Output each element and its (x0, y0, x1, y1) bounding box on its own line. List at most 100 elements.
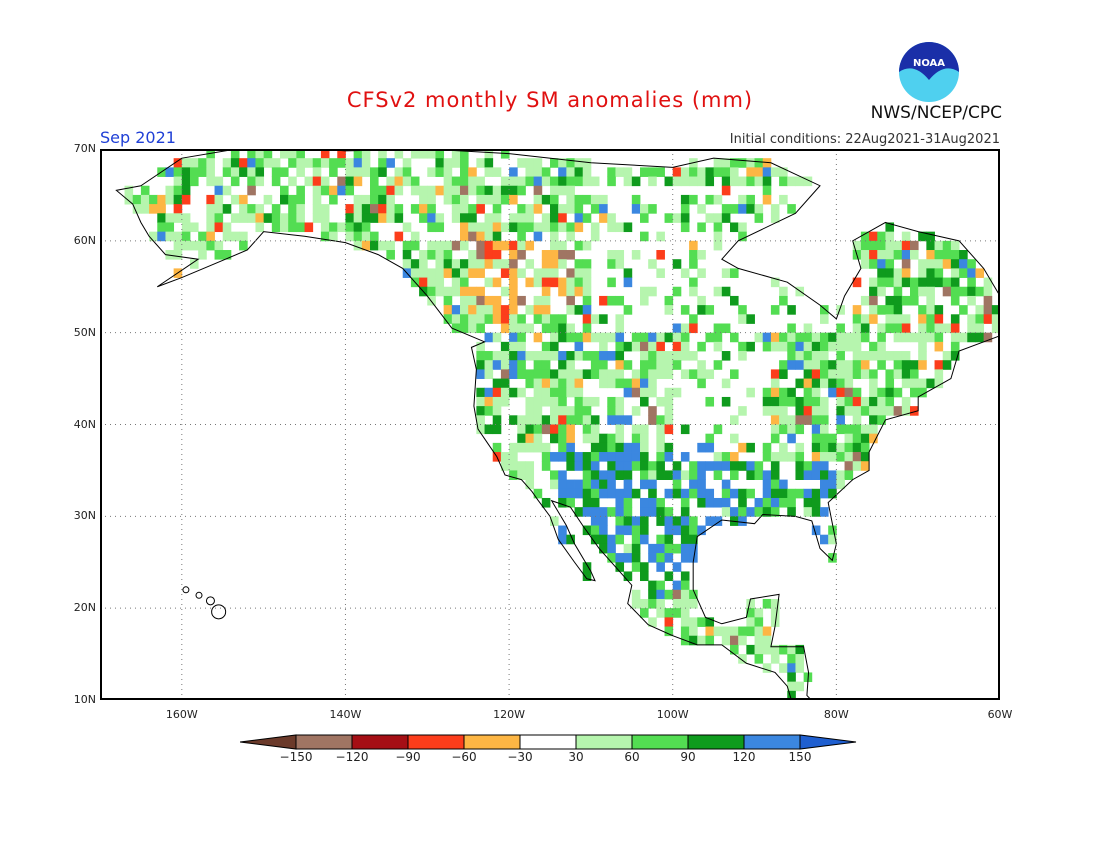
anomaly-cell (779, 488, 788, 499)
anomaly-cell (607, 442, 616, 453)
anomaly-cell (615, 351, 625, 361)
anomaly-cell (214, 176, 224, 187)
anomaly-cell (901, 259, 911, 269)
anomaly-cell (468, 167, 477, 177)
anomaly-cell (918, 268, 927, 278)
anomaly-cell (550, 314, 559, 324)
anomaly-cell (566, 534, 575, 545)
anomaly-cell (656, 589, 665, 600)
anomaly-cell (656, 543, 665, 554)
anomaly-cell (304, 158, 314, 168)
anomaly-cell (468, 213, 477, 223)
anomaly-cell (500, 351, 510, 361)
anomaly-cell (435, 277, 445, 288)
anomaly-cell (517, 442, 526, 453)
anomaly-cell (550, 332, 559, 343)
anomaly-cell (558, 525, 567, 536)
anomaly-cell (492, 305, 502, 315)
anomaly-cell (484, 158, 494, 168)
anomaly-cell (640, 562, 649, 572)
anomaly-cell (869, 415, 878, 425)
anomaly-cell (811, 369, 821, 379)
anomaly-cell (484, 332, 494, 343)
anomaly-cell (500, 176, 510, 187)
anomaly-cell (353, 194, 363, 205)
anomaly-cell (787, 488, 796, 499)
anomaly-cell (476, 360, 485, 370)
anomaly-cell (828, 488, 837, 499)
anomaly-cell (255, 167, 265, 177)
anomaly-cell (509, 213, 518, 223)
anomaly-cell (713, 516, 723, 526)
anomaly-cell (361, 149, 371, 159)
anomaly-cell (492, 314, 502, 324)
anomaly-cell (918, 387, 927, 398)
anomaly-cell (860, 351, 870, 361)
anomaly-cell (664, 543, 674, 554)
anomaly-cell (582, 497, 592, 508)
anomaly-cell (255, 158, 265, 168)
anomaly-cell (762, 194, 772, 205)
anomaly-cell (590, 332, 600, 343)
anomaly-cell (435, 167, 445, 177)
anomaly-cell (672, 488, 682, 499)
anomaly-cell (435, 240, 445, 251)
anomaly-cell (337, 185, 346, 196)
anomaly-cell (770, 406, 780, 416)
hawaii-island (211, 604, 227, 620)
anomaly-cell (181, 231, 191, 242)
anomaly-cell (484, 149, 494, 159)
anomaly-cell (795, 681, 805, 692)
anomaly-cell (689, 314, 698, 324)
anomaly-cell (615, 424, 625, 435)
anomaly-cell (353, 149, 363, 159)
anomaly-cell (304, 176, 314, 187)
anomaly-cell (427, 149, 436, 159)
anomaly-cell (901, 295, 911, 306)
anomaly-cell (566, 204, 575, 214)
anomaly-cell (623, 442, 633, 453)
anomaly-cell (697, 167, 706, 177)
anomaly-cell (689, 461, 698, 471)
anomaly-cell (574, 351, 584, 361)
anomaly-cell (885, 277, 895, 288)
anomaly-cell (926, 259, 935, 269)
anomaly-cell (983, 305, 993, 315)
anomaly-cell (877, 332, 886, 343)
anomaly-cell (640, 204, 649, 214)
anomaly-cell (476, 204, 485, 214)
anomaly-cell (419, 213, 428, 223)
anomaly-cell (746, 598, 755, 609)
anomaly-cell (607, 332, 616, 343)
anomaly-cell (582, 396, 592, 407)
anomaly-cell (664, 516, 674, 526)
anomaly-cell (787, 644, 796, 655)
anomaly-cell (558, 167, 567, 177)
anomaly-cell (566, 378, 575, 389)
anomaly-cell (869, 387, 878, 398)
anomaly-cell (811, 415, 821, 425)
anomaly-cell (828, 470, 837, 480)
anomaly-cell (558, 176, 567, 187)
anomaly-cell (664, 617, 674, 627)
anomaly-cell (746, 387, 755, 398)
anomaly-cell (468, 295, 477, 306)
anomaly-cell (860, 424, 870, 435)
anomaly-cell (435, 185, 445, 196)
anomaly-cell (746, 194, 755, 205)
anomaly-cell (680, 213, 690, 223)
anomaly-cell (460, 194, 469, 205)
anomaly-cell (787, 654, 796, 664)
anomaly-cell (656, 497, 665, 508)
anomaly-cell (803, 351, 813, 361)
anomaly-cell (476, 323, 485, 334)
anomaly-cell (427, 268, 436, 278)
anomaly-cell (533, 231, 543, 242)
anomaly-cell (811, 470, 821, 480)
anomaly-cell (476, 286, 485, 297)
anomaly-cell (517, 360, 526, 370)
anomaly-cell (345, 231, 355, 242)
anomaly-cell (762, 497, 772, 508)
anomaly-cell (926, 231, 935, 242)
anomaly-cell (329, 167, 338, 177)
